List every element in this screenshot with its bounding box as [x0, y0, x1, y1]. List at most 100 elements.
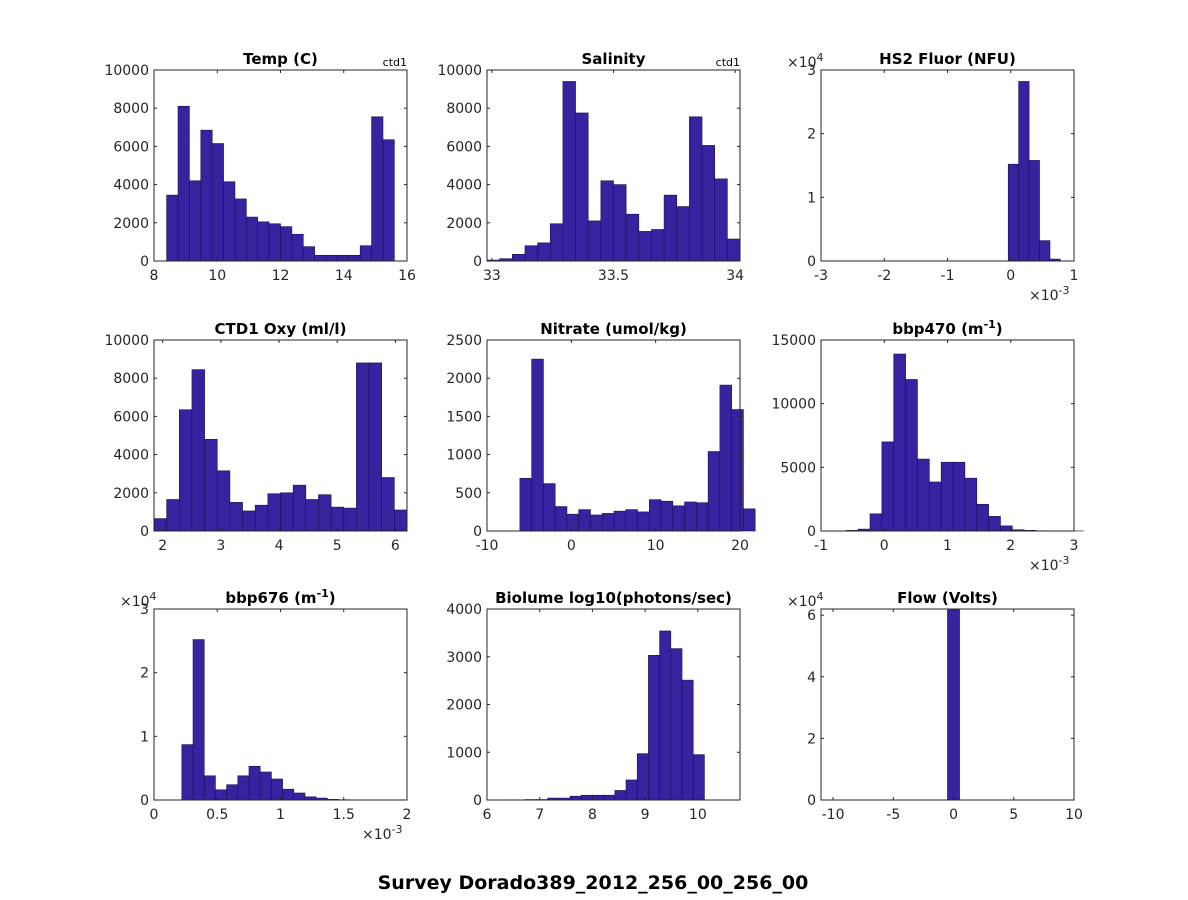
y-tick-label: 0	[473, 524, 482, 540]
histogram-bar	[549, 223, 564, 262]
x-tick-label: 20	[731, 538, 749, 554]
x-tick-label: 34	[726, 268, 744, 284]
histogram-bar	[371, 116, 384, 262]
histogram-bar	[226, 784, 239, 801]
y-tick-label: 2000	[446, 698, 482, 714]
x-exponent-base: ×10	[1029, 288, 1059, 304]
y-exponent-base: ×10	[787, 594, 817, 610]
histogram-bar	[192, 639, 205, 801]
histogram-bar	[153, 518, 167, 532]
y-tick-label: 10000	[104, 333, 149, 349]
panel-title-text: bbp676 (m	[225, 589, 316, 607]
x-exponent: ×10-3	[362, 823, 403, 843]
y-tick-label: 1	[807, 190, 816, 206]
histogram-bar	[929, 481, 942, 532]
panel-title: Biolume log10(photons/sec)	[495, 589, 732, 607]
x-tick-label: 1	[943, 538, 952, 554]
histogram-bar	[394, 509, 408, 532]
histogram-bar	[337, 254, 350, 262]
x-tick-label: 14	[335, 268, 353, 284]
y-tick-label: 6000	[113, 139, 149, 155]
y-tick-label: 2000	[113, 216, 149, 232]
y-exponent: ×104	[120, 590, 157, 610]
histogram-bar	[637, 511, 650, 532]
x-exponent-power: -3	[1059, 554, 1070, 567]
histogram-bar	[952, 461, 966, 532]
y-exponent-power: 4	[817, 590, 824, 603]
panel-title: bbp676 (m-1)	[225, 587, 335, 607]
histogram-bar	[318, 494, 332, 532]
y-tick-label: 8000	[113, 371, 149, 387]
y-tick-label: 2000	[446, 371, 482, 387]
histogram-bar	[689, 116, 703, 262]
y-tick-label: 10000	[771, 397, 816, 413]
y-tick-label: 0	[473, 254, 482, 270]
x-tick-label: 0	[880, 538, 889, 554]
histogram-bar	[613, 510, 627, 532]
y-tick-label: 0	[140, 524, 149, 540]
y-tick-label: 2500	[446, 333, 482, 349]
y-tick-label: 0	[473, 793, 482, 809]
histogram-bar	[234, 198, 247, 262]
x-tick-label: 3	[1070, 538, 1079, 554]
y-tick-label: 3	[807, 63, 816, 79]
histogram-bar	[189, 180, 202, 262]
x-tick-label: 12	[272, 268, 290, 284]
panel-title: bbp470 (m-1)	[892, 318, 1002, 338]
y-tick-label: 0	[807, 793, 816, 809]
figure-title: Survey Dorado389_2012_256_00_256_00	[378, 872, 809, 894]
corner-label: ctd1	[383, 56, 407, 69]
panel-title-text: HS2 Fluor (NFU)	[879, 50, 1016, 68]
histogram-bar	[727, 238, 741, 262]
histogram-bar	[648, 655, 660, 801]
y-tick-label: 6000	[113, 409, 149, 425]
y-tick-label: 500	[455, 486, 482, 502]
histogram-bar	[976, 503, 989, 532]
axes-box	[820, 608, 1075, 801]
x-tick-label: 4	[275, 538, 284, 554]
histogram-bar	[692, 754, 705, 801]
x-tick-label: 9	[641, 807, 650, 823]
histogram-bar	[625, 213, 640, 262]
histogram-bar	[325, 254, 338, 262]
histogram-bar	[625, 509, 638, 532]
panel-title-superscript: -1	[984, 318, 996, 331]
histogram-bar	[1039, 240, 1051, 262]
x-tick-label: 3	[216, 538, 225, 554]
x-tick-label: 0	[567, 538, 576, 554]
histogram-bar	[917, 458, 930, 532]
histogram-bar	[1007, 163, 1019, 262]
histogram-panel: 8 10 12 14 16 0 2000 4000 6000 8000 10000 Temp (C) c…	[104, 50, 416, 284]
y-tick-label: 0	[140, 254, 149, 270]
y-tick-label: 3000	[446, 650, 482, 666]
histogram-bar	[625, 779, 638, 801]
histogram-bar	[537, 242, 551, 262]
histogram-bar	[587, 220, 602, 262]
y-tick-label: 1000	[446, 448, 482, 464]
histogram-bar	[575, 112, 589, 262]
histogram-bar	[613, 184, 627, 262]
panel-title-text: Flow (Volts)	[897, 589, 998, 607]
panel-title-suffix: )	[329, 589, 336, 607]
y-tick-label: 4	[807, 670, 816, 686]
histogram-bar	[580, 794, 593, 801]
histogram-bar	[257, 221, 270, 262]
histogram-bar	[947, 608, 960, 801]
histogram-bar	[282, 788, 295, 801]
x-tick-label: 5	[333, 538, 342, 554]
y-tick-label: 2000	[446, 216, 482, 232]
x-tick-label: 2	[1006, 538, 1015, 554]
panel-title-text: Nitrate (umol/kg)	[540, 320, 687, 338]
histogram-bar	[237, 775, 250, 801]
histogram-bar	[638, 231, 652, 262]
y-tick-label: 2000	[113, 486, 149, 502]
panel-title: Nitrate (umol/kg)	[540, 320, 687, 338]
panel-title-text: Temp (C)	[243, 50, 318, 68]
x-tick-label: 1	[276, 807, 285, 823]
panel-title-suffix: )	[996, 320, 1003, 338]
histogram-bar	[305, 499, 319, 532]
x-tick-label: 8	[588, 807, 597, 823]
histogram-bar	[601, 513, 615, 532]
histogram-bar	[569, 795, 582, 801]
